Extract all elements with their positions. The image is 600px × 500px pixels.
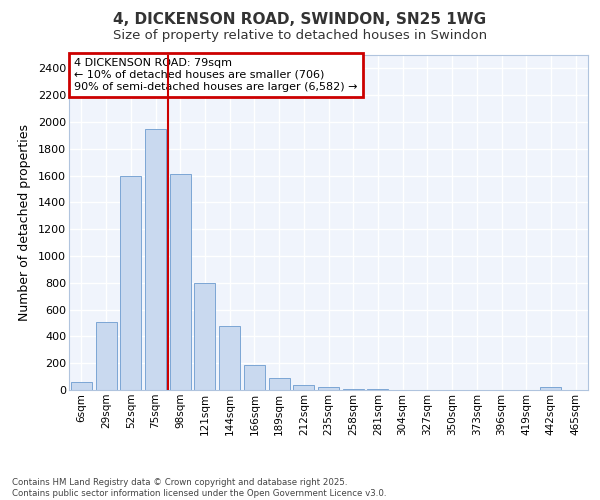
Bar bbox=[343, 388, 364, 390]
Text: Contains HM Land Registry data © Crown copyright and database right 2025.
Contai: Contains HM Land Registry data © Crown c… bbox=[12, 478, 386, 498]
Bar bbox=[219, 326, 240, 390]
Bar bbox=[293, 386, 314, 390]
Bar bbox=[145, 128, 166, 390]
Bar bbox=[170, 174, 191, 390]
Bar bbox=[541, 388, 562, 390]
Bar bbox=[194, 283, 215, 390]
Bar bbox=[244, 364, 265, 390]
Bar bbox=[318, 388, 339, 390]
Text: 4 DICKENSON ROAD: 79sqm
← 10% of detached houses are smaller (706)
90% of semi-d: 4 DICKENSON ROAD: 79sqm ← 10% of detache… bbox=[74, 58, 358, 92]
Y-axis label: Number of detached properties: Number of detached properties bbox=[18, 124, 31, 321]
Text: Size of property relative to detached houses in Swindon: Size of property relative to detached ho… bbox=[113, 29, 487, 42]
Bar bbox=[269, 378, 290, 390]
Bar bbox=[95, 322, 116, 390]
Bar bbox=[120, 176, 141, 390]
Bar bbox=[71, 382, 92, 390]
Text: 4, DICKENSON ROAD, SWINDON, SN25 1WG: 4, DICKENSON ROAD, SWINDON, SN25 1WG bbox=[113, 12, 487, 28]
